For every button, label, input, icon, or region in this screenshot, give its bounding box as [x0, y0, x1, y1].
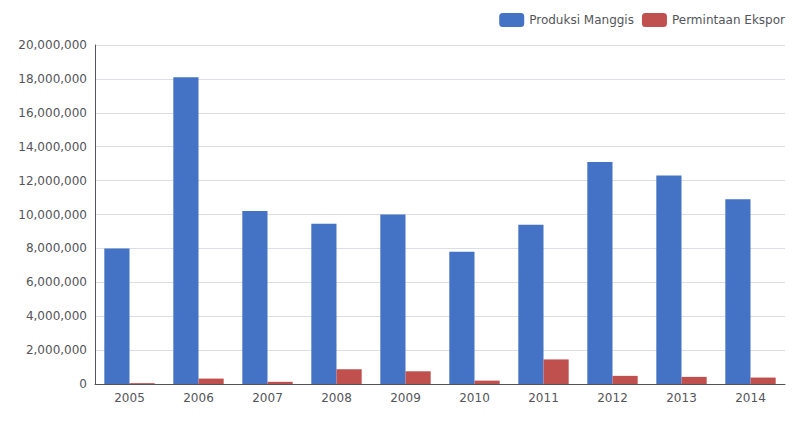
svg-text:16,000,000: 16,000,000 — [18, 106, 87, 120]
svg-text:2005: 2005 — [114, 391, 145, 405]
svg-text:6,000,000: 6,000,000 — [26, 275, 87, 289]
svg-text:4,000,000: 4,000,000 — [26, 309, 87, 323]
svg-text:20,000,000: 20,000,000 — [18, 38, 87, 52]
svg-text:14,000,000: 14,000,000 — [18, 140, 87, 154]
svg-text:Produksi Manggis: Produksi Manggis — [529, 13, 634, 27]
svg-text:2012: 2012 — [597, 391, 628, 405]
svg-text:Permintaan Ekspor: Permintaan Ekspor — [672, 13, 785, 27]
svg-text:2010: 2010 — [459, 391, 490, 405]
svg-text:12,000,000: 12,000,000 — [18, 174, 87, 188]
svg-text:0: 0 — [79, 377, 87, 391]
svg-text:2013: 2013 — [666, 391, 697, 405]
svg-text:2009: 2009 — [390, 391, 421, 405]
svg-text:2011: 2011 — [528, 391, 559, 405]
svg-text:8,000,000: 8,000,000 — [26, 241, 87, 255]
svg-text:18,000,000: 18,000,000 — [18, 72, 87, 86]
svg-text:10,000,000: 10,000,000 — [18, 208, 87, 222]
svg-text:2007: 2007 — [252, 391, 283, 405]
svg-text:2008: 2008 — [321, 391, 352, 405]
svg-text:2014: 2014 — [735, 391, 766, 405]
svg-text:2,000,000: 2,000,000 — [26, 343, 87, 357]
svg-text:2006: 2006 — [183, 391, 214, 405]
